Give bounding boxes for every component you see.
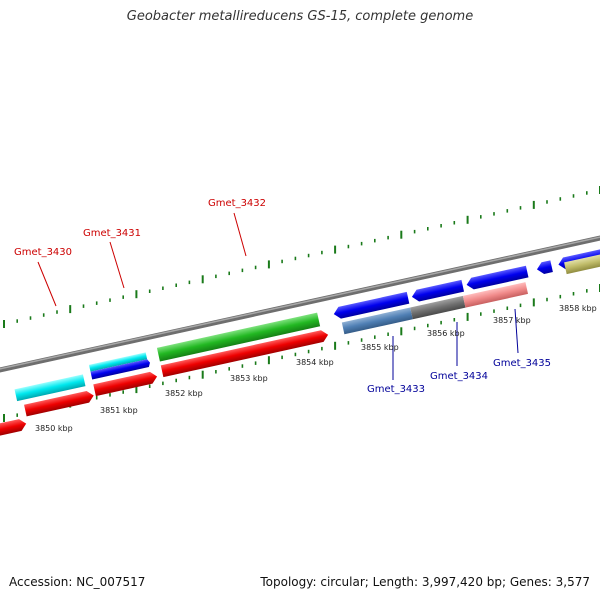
accession-text: Accession: NC_007517 — [9, 575, 146, 589]
gene-red-1[interactable] — [0, 418, 27, 438]
gene-label-gmet-3432[interactable]: Gmet_3432 — [208, 198, 266, 209]
gene-blue-forward-3431[interactable] — [90, 359, 151, 380]
kbp-label-3851: 3851 kbp — [100, 406, 138, 415]
forward-tick-track — [3, 186, 600, 328]
gene-label-gmet-3434[interactable]: Gmet_3434 — [430, 371, 488, 382]
kbp-label-3853: 3853 kbp — [230, 374, 268, 383]
genome-summary-text: Topology: circular; Length: 3,997,420 bp… — [260, 575, 590, 589]
gene-label-gmet-3431[interactable]: Gmet_3431 — [83, 228, 141, 239]
genome-backbone-highlight — [0, 236, 600, 370]
leader-gmet-3431 — [109, 241, 125, 289]
leader-gmet-3430 — [37, 261, 57, 307]
kbp-label-3855: 3855 kbp — [361, 343, 399, 352]
leader-gmet-3435 — [514, 308, 519, 354]
kbp-label-3852: 3852 kbp — [165, 389, 203, 398]
gene-label-gmet-3435[interactable]: Gmet_3435 — [493, 358, 551, 369]
gene-red-4[interactable] — [160, 329, 330, 378]
gene-label-gmet-3430[interactable]: Gmet_3430 — [14, 247, 72, 258]
gene-blue-reverse-c[interactable] — [465, 265, 529, 291]
kbp-label-3854: 3854 kbp — [296, 358, 334, 367]
gene-pink-3435[interactable] — [462, 282, 529, 308]
gene-red-3[interactable] — [93, 371, 158, 397]
gene-gray-3434[interactable] — [410, 295, 466, 320]
gene-cyan-forward-3430[interactable] — [14, 374, 86, 402]
genome-backbone — [0, 235, 600, 373]
gene-steel-3433[interactable] — [341, 307, 413, 335]
kbp-label-3858: 3858 kbp — [559, 304, 597, 313]
gene-blue-reverse-b[interactable] — [411, 279, 465, 303]
gene-red-2[interactable] — [24, 390, 95, 417]
gene-cyan-forward-3431[interactable] — [88, 352, 148, 372]
gene-blue-reverse-a[interactable] — [333, 291, 410, 320]
gene-olive[interactable] — [564, 246, 600, 275]
leader-gmet-3432 — [233, 212, 247, 257]
genome-title: Geobacter metallireducens GS-15, complet… — [126, 9, 474, 24]
gene-green-forward-3432[interactable] — [156, 312, 321, 362]
kbp-label-3850: 3850 kbp — [35, 424, 73, 433]
gene-label-gmet-3433[interactable]: Gmet_3433 — [367, 384, 425, 395]
kbp-label-3856: 3856 kbp — [427, 329, 465, 338]
gene-blue-reverse-d[interactable] — [536, 260, 553, 275]
kbp-label-3857: 3857 kbp — [493, 316, 531, 325]
